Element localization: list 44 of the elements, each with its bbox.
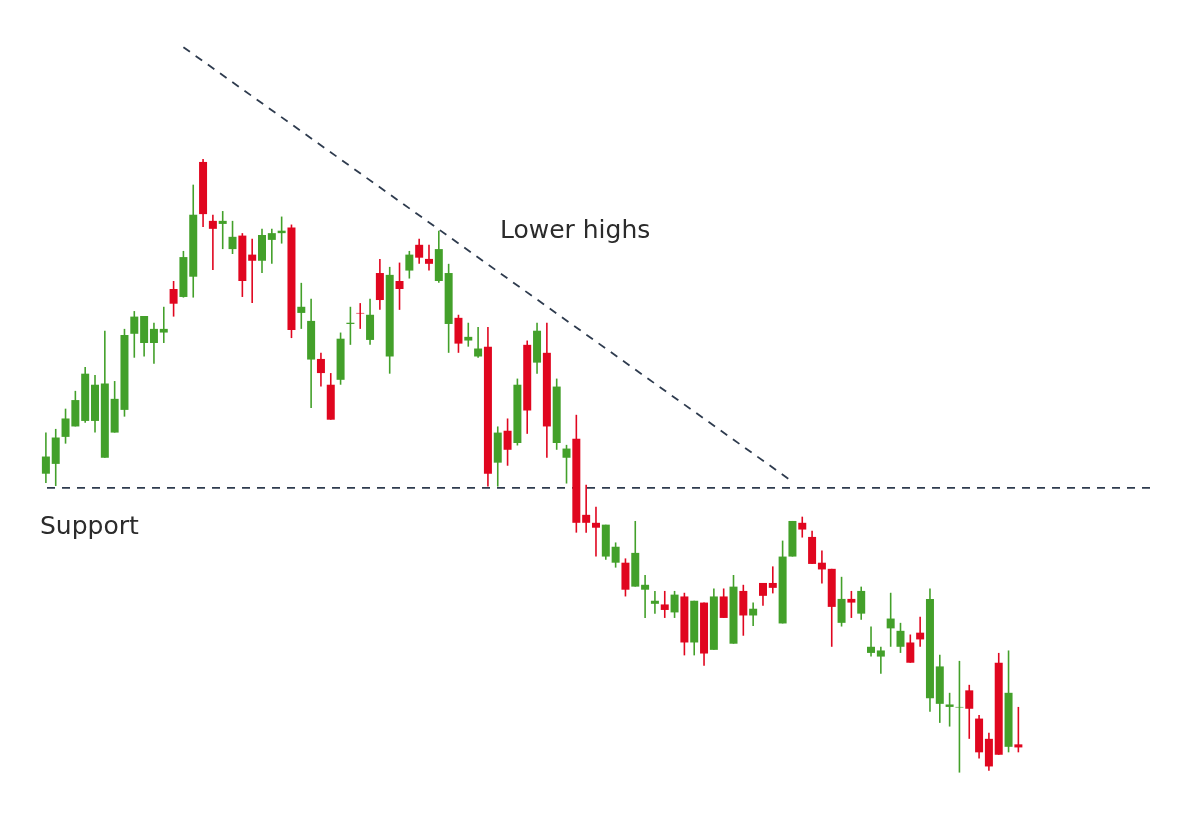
candlestick [1014, 706, 1023, 754]
candlestick [896, 622, 905, 654]
candlestick [503, 417, 512, 467]
candlestick [316, 352, 325, 388]
candlestick [267, 228, 276, 265]
candlestick [464, 321, 473, 348]
candlestick [945, 692, 954, 728]
candlestick [768, 565, 777, 595]
series-label: Lower highs [499, 215, 651, 245]
candlestick [405, 250, 414, 280]
candlestick [248, 237, 257, 304]
candlestick [857, 585, 866, 621]
candlestick [169, 280, 178, 318]
candlestick [415, 237, 424, 265]
ref-line-label: Support [40, 510, 140, 540]
candlestick [130, 310, 139, 359]
candlestick [798, 515, 807, 539]
candlestick [591, 506, 600, 558]
candlestick [867, 625, 876, 658]
candlestick [395, 261, 404, 311]
candlestick [641, 574, 650, 619]
candlestick [228, 220, 237, 255]
candlestick [847, 590, 856, 619]
candlestick [660, 590, 669, 619]
candlestick [208, 213, 217, 271]
candlestick [562, 444, 571, 485]
candlestick [965, 684, 974, 740]
candlestick [297, 282, 306, 330]
candlestick [41, 431, 50, 484]
candlestick [149, 321, 158, 365]
candlestick [719, 587, 728, 619]
candlestick [670, 590, 679, 619]
candlestick [424, 244, 433, 272]
candlestick [611, 541, 620, 569]
candlestick [876, 645, 885, 675]
candlestick [886, 591, 895, 648]
candlestick [906, 633, 915, 664]
candlestick [650, 590, 659, 615]
candlestick [955, 660, 964, 774]
candlestick [356, 302, 365, 330]
candlestick [582, 483, 591, 534]
candlestick [218, 210, 227, 250]
candlestick [837, 576, 846, 628]
candlestick [159, 305, 168, 344]
